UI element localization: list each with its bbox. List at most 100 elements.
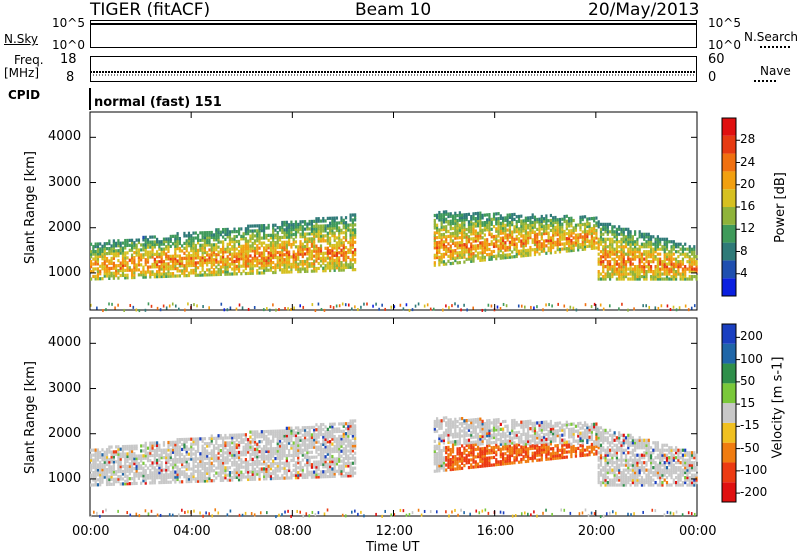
velocity-cell	[254, 468, 256, 471]
velocity-cell	[295, 461, 297, 464]
power-cell	[211, 271, 213, 274]
velocity-cell	[122, 445, 124, 448]
velocity-cell	[299, 444, 301, 447]
velocity-cell	[113, 450, 115, 453]
velocity-cell	[199, 437, 201, 440]
power-cell	[163, 260, 165, 263]
power-cell	[288, 270, 290, 273]
power-cell	[231, 238, 233, 241]
power-cell	[120, 261, 122, 264]
power-cell	[348, 304, 350, 307]
velocity-cell	[101, 463, 103, 466]
power-cell	[261, 237, 263, 240]
velocity-cell	[181, 480, 183, 483]
velocity-cell	[274, 467, 276, 470]
power-cell	[484, 214, 486, 217]
power-cell	[256, 269, 258, 272]
power-cell	[680, 243, 682, 246]
power-cell	[108, 247, 110, 250]
power-cell	[115, 242, 117, 245]
power-cell	[652, 235, 654, 238]
power-cell	[645, 270, 647, 273]
power-cell	[520, 220, 522, 223]
power-cell	[274, 234, 276, 237]
power-cell	[482, 214, 484, 217]
power-cell	[338, 221, 340, 224]
power-cell	[354, 223, 356, 226]
power-cell	[199, 239, 201, 242]
power-cell	[183, 257, 185, 260]
power-cell	[661, 277, 663, 280]
velocity-cell	[140, 449, 142, 452]
power-cell	[657, 253, 659, 256]
velocity-cell	[274, 430, 276, 433]
velocity-cell	[145, 464, 147, 467]
power-cell	[466, 228, 468, 231]
power-cell	[530, 306, 532, 309]
power-cell	[643, 263, 645, 266]
power-cell	[488, 213, 490, 216]
power-cell	[336, 241, 338, 244]
power-cell	[236, 230, 238, 233]
velocity-cell	[324, 430, 326, 433]
power-cell	[321, 308, 323, 311]
velocity-cell	[286, 469, 288, 472]
power-cell	[349, 223, 351, 226]
power-cell	[136, 244, 138, 247]
power-cell	[211, 243, 213, 246]
velocity-cell	[245, 458, 247, 461]
power-cell	[595, 221, 597, 224]
power-cell	[563, 215, 565, 218]
velocity-cell	[195, 450, 197, 453]
power-cell	[247, 240, 249, 243]
velocity-cell	[288, 461, 290, 464]
velocity-cell	[261, 448, 263, 451]
power-cell	[274, 229, 276, 232]
velocity-cell	[243, 433, 245, 436]
power-cell	[261, 251, 263, 254]
power-cell	[268, 251, 270, 254]
power-cell	[274, 263, 276, 266]
power-cell	[277, 251, 279, 254]
power-cell	[688, 308, 690, 311]
velocity-cell	[174, 470, 176, 473]
velocity-cell	[256, 430, 258, 433]
velocity-cell	[290, 471, 292, 474]
power-cell	[108, 267, 110, 270]
power-cell	[557, 238, 559, 241]
power-cell	[641, 253, 643, 256]
velocity-cell	[122, 477, 124, 480]
power-cell	[151, 263, 153, 266]
power-cell	[231, 267, 233, 270]
power-cell	[352, 218, 354, 221]
power-cell	[472, 237, 474, 240]
power-cell	[563, 242, 565, 245]
power-cell	[249, 229, 251, 232]
velocity-cell	[265, 435, 267, 438]
velocity-cell	[179, 438, 181, 441]
power-cell	[192, 236, 194, 239]
velocity-cell	[243, 438, 245, 441]
power-cell	[92, 262, 94, 265]
power-cell	[577, 223, 579, 226]
velocity-cell	[343, 457, 345, 460]
power-cell	[199, 231, 201, 234]
power-cell	[673, 263, 675, 266]
velocity-cell	[115, 460, 117, 463]
velocity-cell	[295, 426, 297, 429]
power-cell	[231, 272, 233, 275]
velocity-cell	[304, 453, 306, 456]
velocity-cell	[183, 470, 185, 473]
velocity-cell	[158, 481, 160, 484]
power-cell	[243, 232, 245, 235]
power-cell	[295, 245, 297, 248]
velocity-cell	[97, 478, 99, 481]
power-cell	[693, 268, 695, 271]
velocity-cell	[327, 428, 329, 431]
velocity-cell	[304, 426, 306, 429]
power-cell	[233, 235, 235, 238]
velocity-cell	[92, 449, 94, 452]
velocity-cell	[349, 457, 351, 460]
power-cell	[324, 234, 326, 237]
power-cell	[625, 235, 627, 238]
